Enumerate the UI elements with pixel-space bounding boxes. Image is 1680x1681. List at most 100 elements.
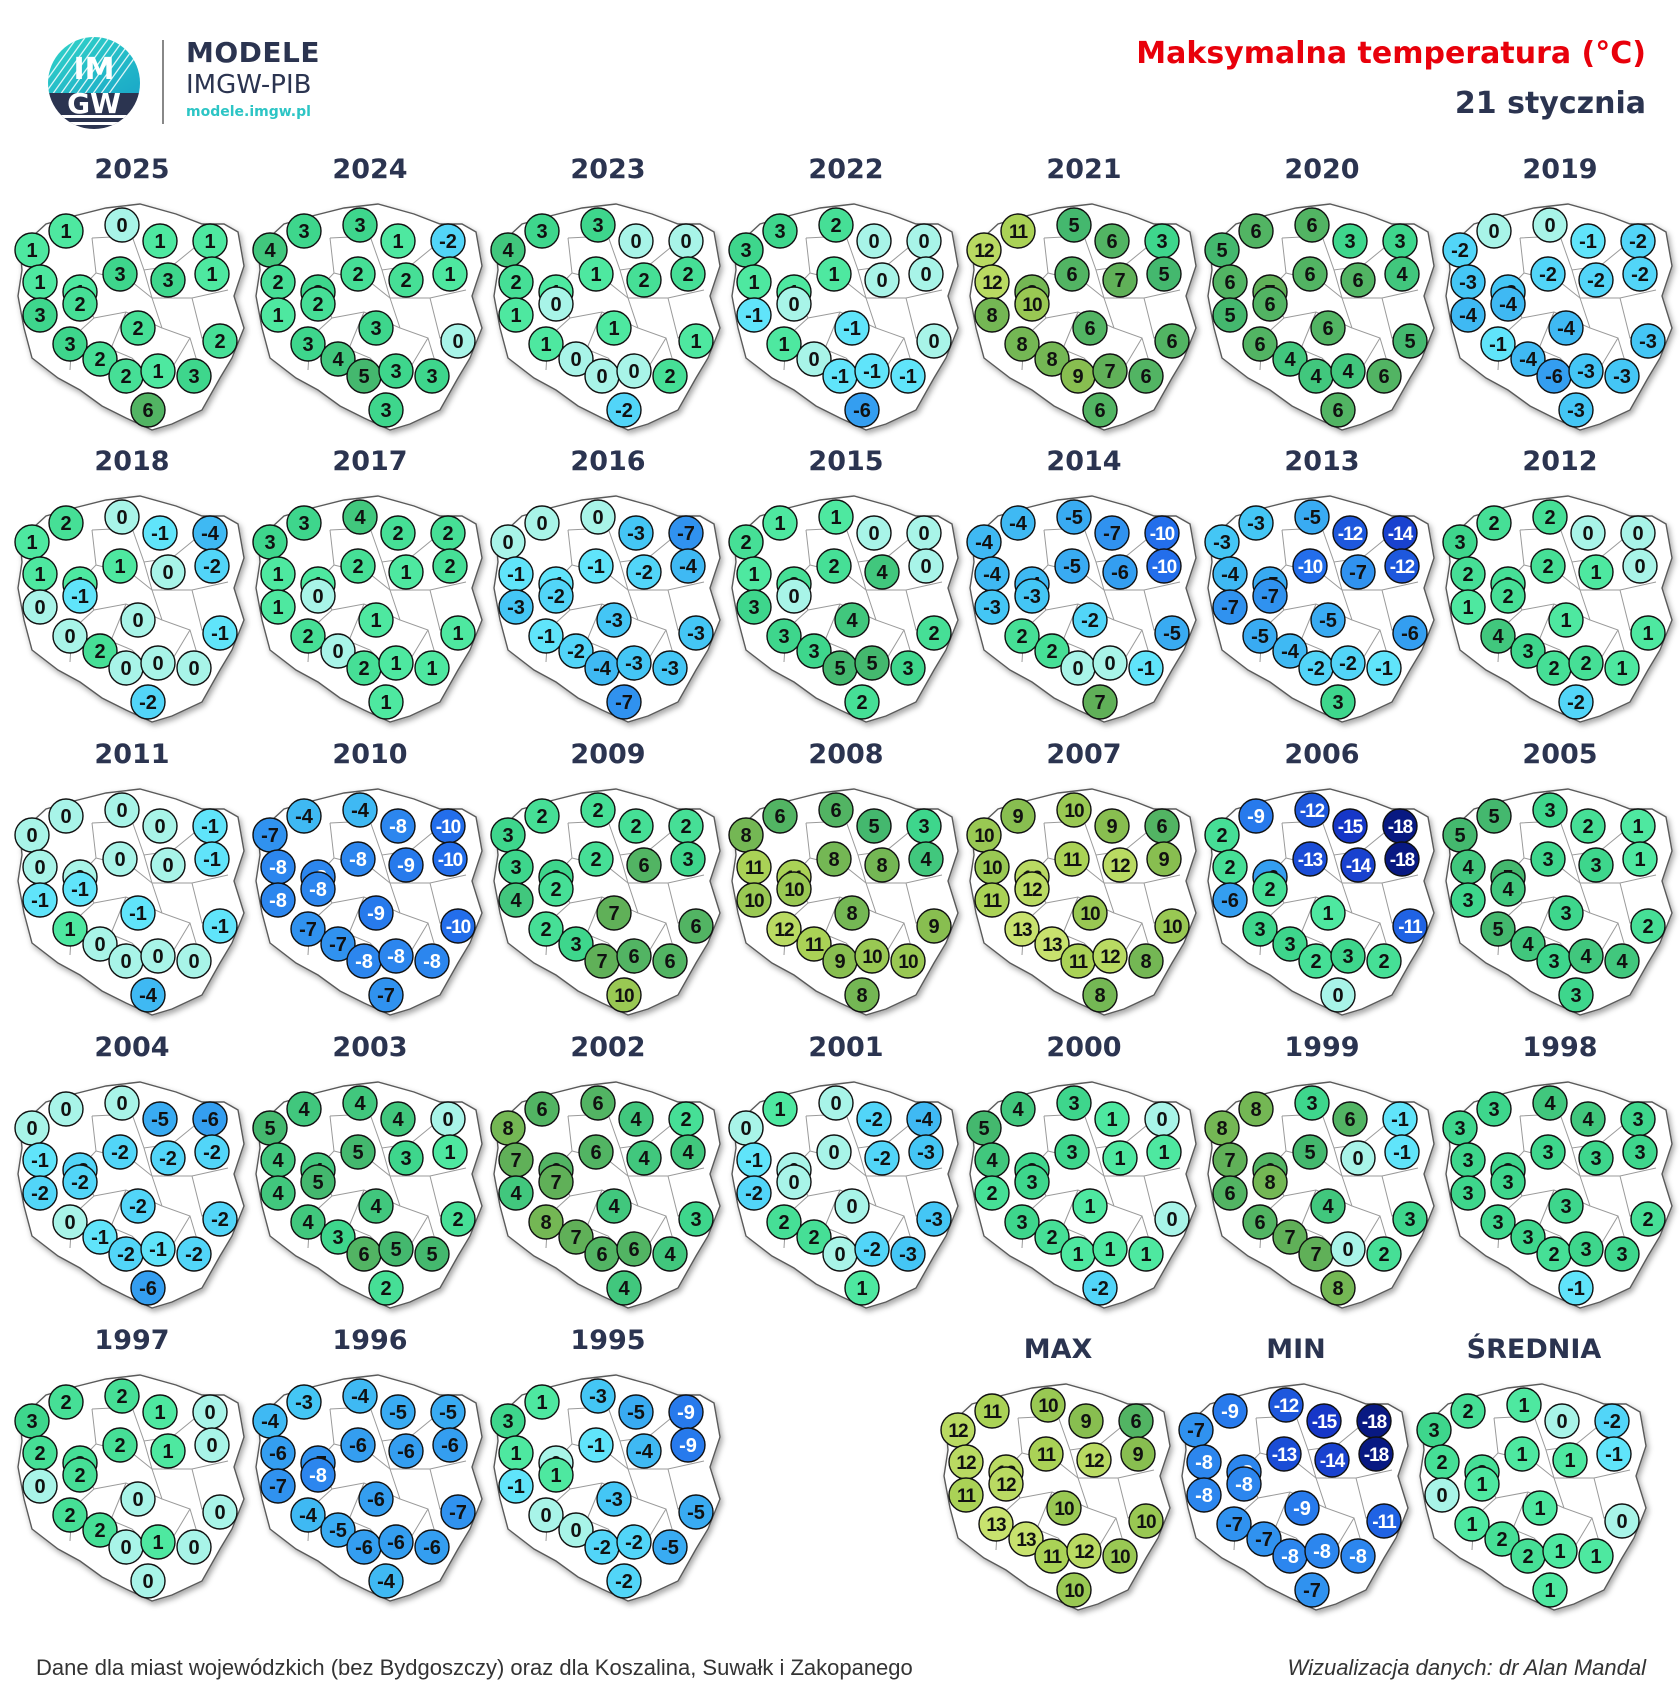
city-value-label: -8	[1195, 1452, 1213, 1474]
city-marker	[816, 1134, 852, 1170]
city-value-label: -4	[1519, 349, 1538, 371]
city-marker	[150, 1140, 186, 1176]
city-marker	[82, 633, 118, 669]
city-value-label: -12	[1300, 801, 1325, 822]
city-value-label: 1	[1072, 1244, 1083, 1266]
city-marker	[1102, 1140, 1138, 1176]
city-value-label: 6	[596, 1244, 607, 1266]
panel-title: 2010	[332, 739, 407, 770]
map-panel: 202066335467665656644466	[1204, 154, 1435, 431]
city-value-label: 0	[808, 349, 819, 371]
city-value-label: 0	[34, 597, 45, 619]
city-marker	[1212, 589, 1248, 625]
city-value-label: -1	[31, 890, 49, 912]
city-value-label: 8	[986, 305, 997, 327]
city-marker	[796, 633, 832, 669]
voivodeship-border	[381, 854, 467, 884]
city-value-label: 1	[1476, 1474, 1487, 1496]
city-value-label: 2	[94, 641, 105, 663]
city-marker	[52, 1204, 88, 1240]
city-value-label: 0	[312, 586, 323, 608]
city-value-label: 0	[120, 1537, 131, 1559]
city-value-label: 0	[1582, 523, 1593, 545]
city-value-label: -6	[397, 1441, 415, 1463]
city-value-label: -1	[745, 1150, 763, 1172]
city-value-label: 3	[1404, 1209, 1415, 1231]
city-value-label: 2	[830, 215, 841, 237]
city-value-label: -2	[1587, 270, 1605, 292]
city-value-label: 2	[1046, 1227, 1057, 1249]
city-value-label: -1	[831, 366, 849, 388]
city-value-label: 1	[1322, 903, 1333, 925]
city-value-label: 10	[744, 891, 764, 912]
city-marker	[1094, 515, 1130, 551]
panel-title: 2019	[1522, 154, 1597, 185]
city-value-label: 5	[866, 653, 877, 675]
city-marker	[1548, 310, 1584, 346]
city-marker	[1522, 1490, 1558, 1526]
city-marker	[678, 615, 714, 651]
panel-title: 2001	[808, 1032, 883, 1063]
city-marker	[1450, 1175, 1486, 1211]
city-marker	[22, 882, 58, 918]
city-value-label: 2	[1046, 641, 1057, 663]
city-value-label: 4	[332, 349, 344, 371]
city-value-label: -8	[355, 951, 373, 973]
city-marker	[890, 358, 926, 394]
city-value-label: -1	[1391, 1109, 1409, 1131]
city-value-label: 0	[828, 1142, 839, 1164]
city-marker	[1128, 1236, 1164, 1272]
city-marker	[596, 1481, 632, 1517]
city-marker	[358, 1481, 394, 1517]
city-value-label: 2	[120, 366, 131, 388]
city-value-label: 0	[1634, 556, 1645, 578]
city-value-label: 13	[986, 1515, 1006, 1536]
city-marker	[1392, 615, 1428, 651]
city-value-label: 0	[34, 857, 45, 879]
voivodeship-border	[381, 1147, 467, 1177]
city-value-label: -3	[589, 1386, 607, 1408]
city-value-label: 8	[1140, 951, 1151, 973]
city-marker	[48, 1091, 84, 1127]
city-marker	[818, 207, 854, 243]
city-marker	[378, 1524, 414, 1560]
city-marker	[606, 1270, 642, 1306]
city-value-label: 1	[590, 264, 601, 286]
city-value-label: 6	[830, 800, 841, 822]
city-marker	[130, 1563, 166, 1599]
city-value-label: 1	[154, 1402, 165, 1424]
city-marker	[1000, 1091, 1036, 1127]
city-value-label: -9	[1293, 1498, 1311, 1520]
city-marker	[890, 650, 926, 686]
city-value-label: -2	[31, 1183, 49, 1205]
city-value-label: 4	[510, 890, 522, 912]
map-panel: 2013-3-5-12-14-3-12-4-5-10-7-7-7-6-5-5-4…	[1204, 446, 1435, 723]
city-marker	[368, 977, 404, 1013]
city-marker	[1490, 286, 1526, 322]
city-value-label: 11	[1069, 952, 1089, 973]
city-marker	[1480, 911, 1516, 947]
map-panel: 200266428476644734876644	[490, 1032, 721, 1309]
city-value-label: -2	[159, 1148, 177, 1170]
city-marker	[1238, 1091, 1274, 1127]
map-panel: 20004310514331230132111-2	[966, 1032, 1197, 1309]
city-value-label: -1	[1375, 658, 1393, 680]
city-value-label: 2	[114, 1435, 125, 1457]
city-value-label: 5	[1158, 264, 1169, 286]
city-marker	[286, 505, 322, 541]
city-value-label: 1	[1554, 1541, 1565, 1563]
city-marker	[1128, 943, 1164, 979]
city-marker	[1532, 1572, 1568, 1608]
city-value-label: 13	[1016, 1530, 1036, 1551]
city-value-label: 5	[1068, 215, 1079, 237]
city-value-label: 3	[1016, 1212, 1027, 1234]
city-marker	[948, 1477, 984, 1513]
city-value-label: -2	[863, 1239, 881, 1261]
city-marker	[524, 1091, 560, 1127]
city-marker	[1510, 926, 1546, 962]
city-marker	[1246, 1521, 1282, 1557]
city-marker	[558, 926, 594, 962]
city-value-label: 2	[312, 294, 323, 316]
city-value-label: 0	[540, 1505, 551, 1527]
